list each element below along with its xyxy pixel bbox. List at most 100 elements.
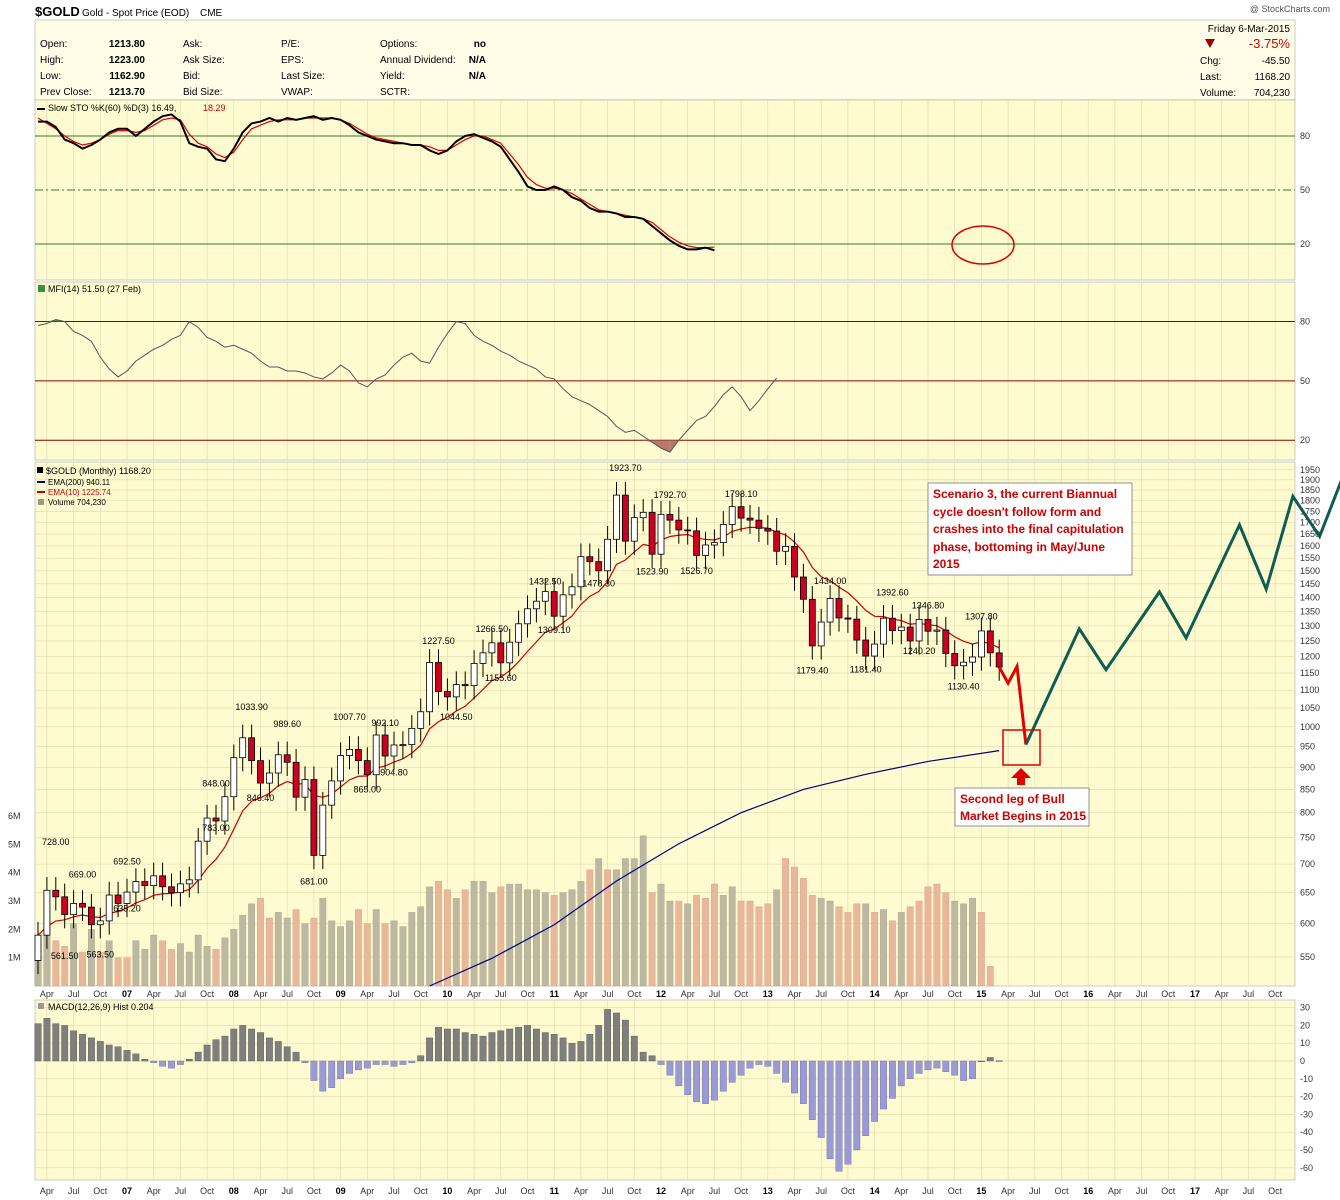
volume-value: 704,230 xyxy=(1254,88,1291,99)
macd-histogram-bar xyxy=(978,1060,985,1063)
ticker-symbol: $GOLD xyxy=(35,4,80,19)
x-axis-label: Jul xyxy=(1029,1186,1041,1196)
macd-histogram-bar xyxy=(924,1060,932,1071)
x-axis-label: Jul xyxy=(602,1186,614,1196)
macd-histogram-bar xyxy=(586,1034,594,1062)
macd-histogram-bar xyxy=(159,1060,166,1067)
volume-bar xyxy=(408,912,416,987)
candle-body xyxy=(960,661,967,667)
volume-bar xyxy=(577,880,585,987)
candle-body xyxy=(702,544,709,556)
macd-histogram-bar xyxy=(417,1055,425,1062)
volume-axis-label: 5M xyxy=(8,839,21,849)
candle-body xyxy=(826,598,834,623)
price-axis-label: 1350 xyxy=(1300,606,1320,616)
header: $GOLD Gold - Spot Price (EOD) CME @ Stoc… xyxy=(35,4,1330,19)
macd-axis-label: -20 xyxy=(1300,1092,1313,1102)
volume-bar xyxy=(239,914,247,987)
candle-body xyxy=(630,517,638,542)
macd-histogram-bar xyxy=(630,1035,638,1062)
quote-field-value: 1213.80 xyxy=(109,39,146,50)
candle-body xyxy=(159,875,167,888)
macd-histogram-bar xyxy=(639,1051,647,1062)
x-axis-label: Apr xyxy=(574,1186,588,1196)
mfi-oversold-fill xyxy=(661,440,670,453)
volume-bar xyxy=(675,900,683,987)
volume-bar xyxy=(906,906,914,987)
price-point-label: 1346.80 xyxy=(912,600,945,610)
candle-body xyxy=(871,643,878,657)
candle-body xyxy=(595,561,603,572)
volume-bar xyxy=(372,909,380,987)
price-point-label: 1240.20 xyxy=(903,646,936,656)
macd-histogram-bar xyxy=(283,1046,291,1062)
x-axis-label: Apr xyxy=(1001,1186,1015,1196)
price-point-label: 904.80 xyxy=(380,767,408,777)
quote-field-label: High: xyxy=(40,55,63,66)
candle-body xyxy=(639,511,647,519)
price-point-label: 848.00 xyxy=(202,778,230,788)
macd-histogram-bar xyxy=(782,1060,790,1083)
macd-histogram-bar xyxy=(61,1025,69,1062)
volume-bar xyxy=(604,869,612,987)
candle-body xyxy=(248,737,256,762)
price-legend: $GOLD (Monthly) 1168.20 xyxy=(46,466,151,476)
scenario-line-4: phase, bottoming in May/June xyxy=(933,540,1105,554)
x-axis-label: Jul xyxy=(815,989,827,999)
quote-field-label: Ask: xyxy=(183,39,202,50)
last-label: Last: xyxy=(1200,72,1222,83)
candle-body xyxy=(506,641,514,664)
quote-field-label: Bid: xyxy=(183,71,200,82)
x-axis-label: Apr xyxy=(253,989,267,999)
candle-body xyxy=(488,642,496,654)
sto-panel: 80 50 20 Slow STO %K(60) %D(3) 16.49, 18.2… xyxy=(34,99,1310,281)
volume-bar xyxy=(230,929,238,987)
x-axis-label: 16 xyxy=(1083,989,1093,999)
x-axis-label: 07 xyxy=(122,1186,132,1196)
volume-bar xyxy=(159,940,166,987)
volume-bar xyxy=(283,917,291,987)
candle-body xyxy=(230,757,238,798)
x-axis-label: Oct xyxy=(200,989,215,999)
price-axis-label: 1750 xyxy=(1300,506,1320,516)
candle-body xyxy=(114,894,122,904)
volume-bar xyxy=(168,948,175,987)
volume-bar xyxy=(176,943,184,987)
x-axis-label: Oct xyxy=(841,989,856,999)
macd-histogram-bar xyxy=(168,1060,175,1069)
volume-bar xyxy=(328,920,336,987)
quote-field-label: Yield: xyxy=(380,71,405,82)
x-axis-label: Apr xyxy=(1001,989,1015,999)
volume-bar xyxy=(266,917,273,987)
candle-body xyxy=(995,652,1003,668)
candle-body xyxy=(443,691,451,698)
volume-bar xyxy=(257,897,264,987)
candle-body xyxy=(889,617,896,632)
candle-body xyxy=(524,608,531,625)
scenario-annotation: Scenario 3, the current Biannual cycle d… xyxy=(927,482,1133,576)
x-axis-label: Oct xyxy=(841,1186,856,1196)
volume-bar xyxy=(746,900,754,987)
macd-histogram-bar xyxy=(328,1060,336,1088)
volume-bar xyxy=(986,965,994,987)
quote-field-label: SCTR: xyxy=(380,87,410,98)
macd-histogram-bar xyxy=(123,1050,131,1062)
volume-bar xyxy=(363,923,371,987)
macd-histogram-bar xyxy=(835,1060,843,1172)
candle-body xyxy=(853,618,861,641)
volume-legend: Volume 704,230 xyxy=(48,498,106,507)
mfi-level-label: 50 xyxy=(1300,376,1310,386)
price-axis-label: 600 xyxy=(1300,918,1315,928)
candle-body xyxy=(435,662,442,692)
candle-body xyxy=(791,546,798,578)
x-axis-label: Jul xyxy=(388,1186,400,1196)
macd-axis-label: -50 xyxy=(1300,1145,1313,1155)
quote-field-label: Annual Dividend: xyxy=(380,55,456,66)
price-axis-label: 1950 xyxy=(1300,465,1320,475)
macd-histogram-bar xyxy=(800,1060,807,1104)
candle-body xyxy=(657,513,665,555)
candle-body xyxy=(141,881,149,887)
candle-body xyxy=(470,663,478,687)
x-axis-label: Apr xyxy=(1215,1186,1229,1196)
x-axis-label: Oct xyxy=(734,989,749,999)
